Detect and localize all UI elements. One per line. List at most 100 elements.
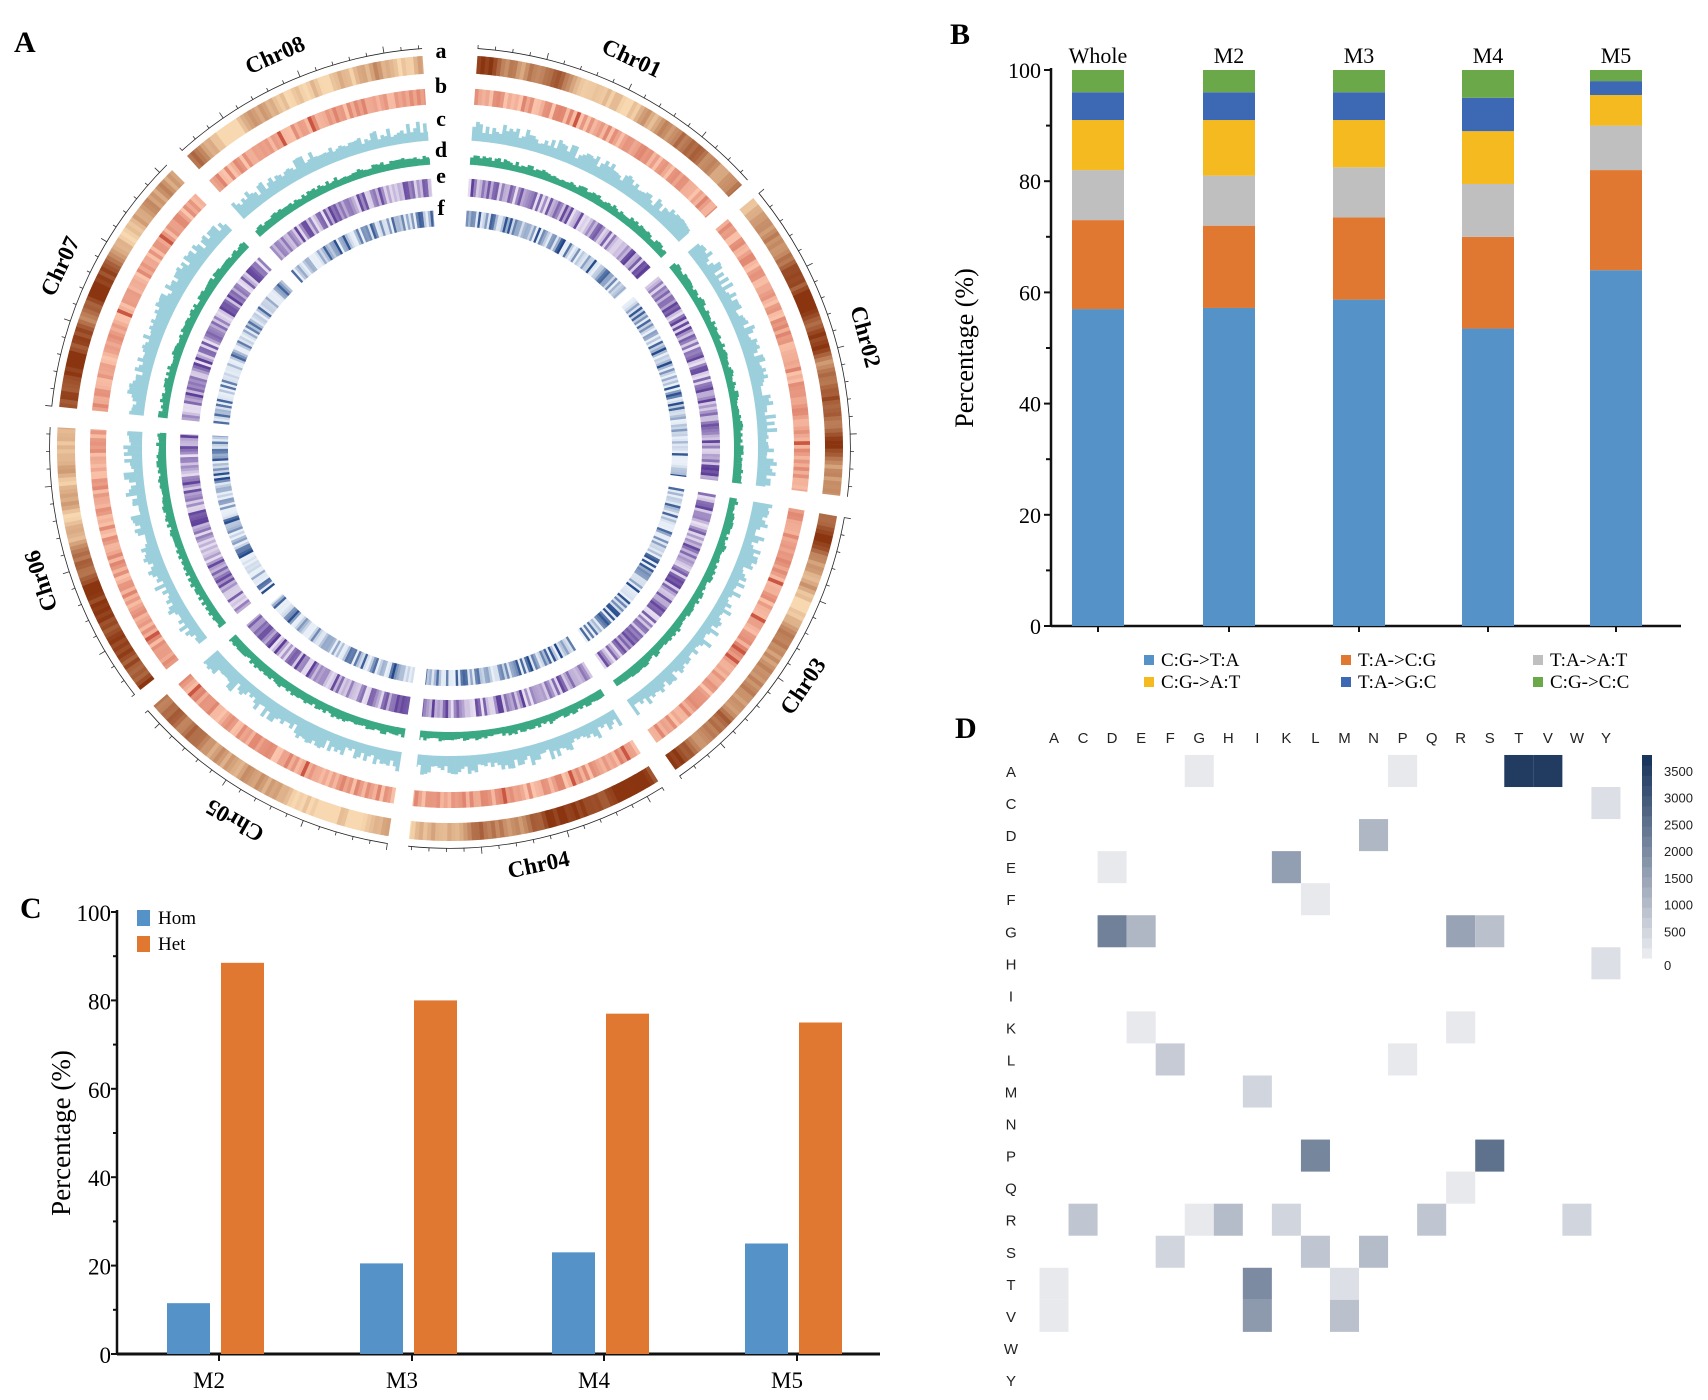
track-a-bin [557, 71, 567, 90]
track-a-bin [275, 94, 288, 113]
track-b-bin [163, 227, 179, 241]
axis-tick [182, 747, 186, 751]
track-f-bin [225, 367, 242, 375]
track-a-bin [96, 272, 115, 285]
track-f-bin [227, 525, 244, 535]
track-a-bin [824, 456, 843, 462]
track-f-bin [320, 634, 332, 649]
track-c-bar [243, 191, 259, 209]
track-c-bar [194, 629, 204, 638]
track-c-bar [691, 246, 707, 260]
track-a-bin [320, 75, 331, 94]
track-d-bar [356, 168, 363, 179]
track-e-bin [561, 205, 572, 224]
track-b-bin [759, 291, 777, 303]
track-f-bin [373, 658, 382, 675]
track-c-bar [146, 537, 157, 545]
track-b-bin [687, 187, 702, 202]
track-c-bar [267, 177, 280, 194]
track-b-bin [558, 106, 568, 123]
track-d-bar [721, 361, 730, 367]
bar-segment [1462, 328, 1514, 626]
track-d-bar [716, 347, 724, 353]
axis-tick [831, 567, 836, 570]
track-e-bin [688, 362, 708, 371]
track-a-bin [594, 85, 606, 104]
track-b-bin [443, 791, 448, 808]
track-a-bin [267, 780, 280, 799]
track-a-bin [218, 751, 233, 769]
category-label: M5 [1601, 43, 1632, 68]
track-e-bin [230, 594, 247, 608]
track-b-bin [659, 162, 673, 178]
track-e-bin [238, 277, 255, 292]
track-b-bin [124, 291, 141, 302]
track-e-bin [683, 346, 702, 356]
track-f-bin [649, 543, 665, 554]
track-f-bin [214, 481, 231, 487]
track-a-bin [773, 248, 791, 262]
track-d-bar [198, 299, 206, 306]
track-d-bar [719, 355, 729, 361]
track-c-bar [534, 142, 541, 153]
track-e-bin [701, 448, 720, 452]
track-b-bin [736, 249, 753, 262]
track-d-bar [731, 408, 740, 414]
track-a-bin [553, 70, 563, 89]
track-d-bar [620, 215, 628, 224]
track-e-bin [631, 260, 647, 276]
track-d-bar [472, 155, 477, 166]
track-d-bar [732, 478, 742, 483]
track-b-bin [693, 687, 709, 702]
track-a-bin [559, 805, 569, 824]
category-label: M5 [771, 1368, 803, 1393]
track-a-bin [408, 820, 413, 839]
track-a-bin [695, 728, 711, 745]
y-tick-label: 20 [1019, 503, 1041, 528]
track-a-bin [282, 90, 295, 109]
track-d-bar [178, 550, 187, 557]
track-d-bar [275, 675, 284, 686]
track-e-bin [196, 533, 215, 543]
track-c-bar [705, 264, 723, 279]
track-c-bar [749, 371, 765, 379]
track-f-bin [483, 212, 490, 230]
track-b-bin [94, 499, 111, 506]
track-c-bar [588, 155, 601, 175]
track-b-bin [698, 682, 714, 697]
track-f-bin [302, 259, 315, 275]
track-d-bar [732, 418, 741, 423]
track-a-bin [786, 273, 805, 286]
track-c-bar [517, 747, 526, 765]
track-c-bar [646, 682, 658, 694]
track-d-bar [709, 329, 718, 336]
track-c-bar [154, 316, 169, 326]
track-a-bin [97, 269, 117, 282]
track-e-bin [632, 619, 648, 635]
y-tick-label: 40 [88, 1166, 111, 1191]
track-a-bin [297, 793, 309, 812]
bar-segment [1333, 167, 1385, 218]
track-e-bin [504, 184, 511, 203]
track-f-bin [671, 445, 688, 449]
track-e-bin [532, 192, 541, 211]
track-b-bin [217, 170, 231, 186]
track-c-bar [757, 445, 769, 449]
track-f-bin [505, 662, 513, 679]
track-a-bin [586, 82, 598, 101]
track-b-bin [90, 433, 107, 439]
track-e-bin [700, 417, 719, 423]
axis-tick [806, 262, 813, 267]
track-b-bin [101, 534, 119, 543]
track-c-bar [158, 296, 178, 309]
track-d-bar [615, 677, 622, 685]
track-f-bin [539, 230, 549, 246]
axis-tick [529, 52, 531, 57]
track-d-bar [158, 451, 167, 456]
track-d-bar [280, 679, 288, 688]
track-e-bin [186, 501, 205, 508]
track-f-bin [666, 394, 683, 401]
track-a-bin [813, 536, 832, 545]
track-a-bin [166, 707, 183, 723]
track-a-bin [806, 327, 826, 337]
